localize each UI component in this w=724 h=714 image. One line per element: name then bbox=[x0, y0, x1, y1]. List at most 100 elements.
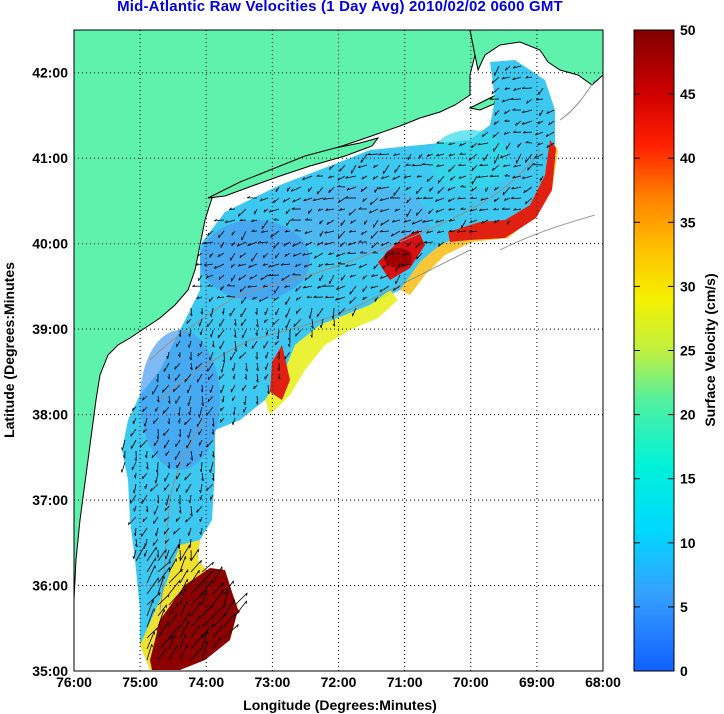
velocity-vector-head bbox=[391, 219, 395, 223]
velocity-vector bbox=[370, 230, 379, 239]
velocity-vector bbox=[380, 274, 390, 280]
velocity-vector bbox=[424, 241, 434, 244]
velocity-vector bbox=[236, 241, 247, 247]
velocity-vector bbox=[233, 362, 236, 372]
velocity-vector bbox=[198, 406, 203, 418]
velocity-vector bbox=[201, 579, 213, 595]
velocity-vector-head bbox=[349, 300, 351, 304]
velocity-vector-head bbox=[423, 196, 426, 199]
velocity-vector-head bbox=[200, 389, 204, 393]
velocity-vector-head bbox=[469, 220, 473, 223]
velocity-vector bbox=[212, 604, 226, 617]
velocity-vector bbox=[406, 208, 412, 217]
velocity-vector-head bbox=[256, 324, 259, 328]
velocity-vector-head bbox=[348, 242, 351, 246]
velocity-vector-head bbox=[264, 319, 266, 323]
velocity-vector-head bbox=[163, 609, 166, 613]
velocity-vector-head bbox=[245, 368, 248, 372]
y-tick-label: 36:00 bbox=[32, 578, 68, 594]
velocity-vector bbox=[146, 557, 157, 573]
velocity-vector-head bbox=[347, 251, 351, 254]
velocity-vector bbox=[324, 230, 335, 234]
velocity-vector bbox=[319, 219, 324, 225]
velocity-vector bbox=[234, 592, 248, 606]
velocity-vector bbox=[284, 252, 291, 257]
velocity-vector bbox=[144, 549, 148, 557]
velocity-vector bbox=[142, 472, 148, 480]
plot-frame bbox=[73, 29, 604, 672]
velocity-vector-head bbox=[219, 419, 222, 423]
velocity-vector bbox=[195, 362, 203, 370]
velocity-vector bbox=[264, 373, 269, 380]
velocity-vector-head bbox=[260, 230, 264, 233]
velocity-vector-head bbox=[502, 164, 506, 168]
velocity-vector bbox=[155, 527, 159, 537]
velocity-vector-head bbox=[251, 229, 255, 232]
velocity-vector-head bbox=[277, 356, 280, 360]
velocity-vector bbox=[203, 263, 214, 266]
velocity-vector bbox=[152, 538, 159, 546]
velocity-vector-head bbox=[210, 313, 212, 317]
velocity-vector bbox=[503, 131, 511, 135]
velocity-vector bbox=[200, 527, 203, 535]
velocity-vector bbox=[214, 219, 225, 222]
velocity-vector bbox=[259, 296, 269, 303]
velocity-vector bbox=[184, 417, 192, 426]
velocity-vector bbox=[196, 417, 203, 428]
velocity-vector-head bbox=[178, 501, 181, 505]
velocity-vector bbox=[320, 318, 324, 329]
velocity-vector bbox=[150, 483, 159, 492]
velocity-vector bbox=[163, 439, 170, 449]
velocity-vector-head bbox=[504, 174, 508, 177]
velocity-vector-head bbox=[373, 164, 376, 168]
velocity-vector-head bbox=[325, 208, 329, 211]
velocity-vector bbox=[286, 219, 291, 226]
velocity-vector-head bbox=[259, 198, 263, 202]
velocity-vector-head bbox=[262, 284, 266, 288]
velocity-vector-head bbox=[165, 502, 167, 506]
velocity-vector bbox=[378, 153, 390, 156]
velocity-vector-head bbox=[346, 187, 350, 191]
velocity-vector-head bbox=[428, 210, 430, 214]
velocity-vector bbox=[176, 483, 181, 492]
velocity-vector bbox=[515, 120, 522, 126]
velocity-vector-head bbox=[199, 453, 201, 458]
velocity-vector bbox=[155, 406, 159, 412]
velocity-vector bbox=[537, 142, 544, 146]
velocity-vector bbox=[380, 241, 390, 247]
velocity-vector-head bbox=[288, 337, 291, 341]
velocity-vector-head bbox=[390, 196, 394, 199]
velocity-vector bbox=[251, 219, 258, 223]
velocity-vector-head bbox=[199, 469, 202, 473]
velocity-vector bbox=[253, 384, 258, 390]
velocity-vector-head bbox=[173, 531, 175, 535]
velocity-vector bbox=[200, 494, 203, 501]
velocity-vector bbox=[324, 241, 335, 246]
velocity-vector bbox=[411, 219, 423, 225]
velocity-vector-head bbox=[164, 540, 167, 544]
velocity-vector bbox=[168, 625, 180, 639]
velocity-vector bbox=[187, 384, 192, 394]
velocity-vector-head bbox=[378, 152, 382, 156]
velocity-vector-head bbox=[362, 296, 365, 300]
velocity-vector-head bbox=[188, 333, 191, 337]
velocity-vector-head bbox=[255, 332, 258, 336]
velocity-vector bbox=[200, 329, 203, 336]
velocity-vector bbox=[360, 186, 368, 192]
velocity-vector bbox=[471, 164, 478, 171]
velocity-vector bbox=[336, 252, 346, 257]
velocity-vector bbox=[336, 285, 346, 290]
velocity-vector bbox=[361, 175, 368, 180]
velocity-vector-head bbox=[525, 75, 529, 79]
velocity-vector-head bbox=[224, 613, 227, 617]
velocity-vector-head bbox=[322, 197, 326, 200]
velocity-vector bbox=[349, 230, 357, 233]
velocity-vector-head bbox=[302, 285, 306, 289]
velocity-vector-head bbox=[287, 344, 290, 348]
velocity-vector-head bbox=[416, 212, 418, 216]
velocity-vector bbox=[167, 351, 170, 359]
velocity-vector bbox=[526, 98, 533, 104]
colorbar-tick-label: 30 bbox=[680, 278, 696, 294]
velocity-vector-head bbox=[405, 187, 408, 191]
velocity-vector-head bbox=[207, 630, 209, 634]
